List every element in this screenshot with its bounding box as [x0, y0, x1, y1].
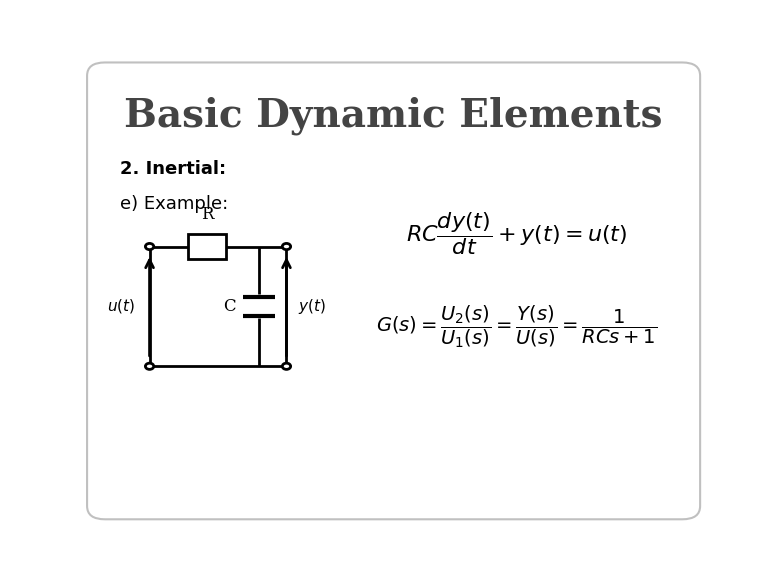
Text: e) Example:: e) Example:: [120, 195, 228, 213]
Text: Basic Dynamic Elements: Basic Dynamic Elements: [124, 96, 663, 135]
Bar: [188, 234, 227, 259]
Circle shape: [283, 244, 290, 249]
Circle shape: [283, 363, 290, 369]
Text: $u(t)$: $u(t)$: [107, 297, 134, 316]
Text: 2. Inertial:: 2. Inertial:: [120, 160, 226, 178]
Text: $RC\dfrac{dy(t)}{dt} + y(t) = u(t)$: $RC\dfrac{dy(t)}{dt} + y(t) = u(t)$: [406, 210, 627, 257]
FancyBboxPatch shape: [87, 62, 700, 520]
Text: $G(s)=\dfrac{U_2(s)}{U_1(s)}=\dfrac{Y(s)}{U(s)}=\dfrac{1}{RCs+1}$: $G(s)=\dfrac{U_2(s)}{U_1(s)}=\dfrac{Y(s)…: [376, 303, 657, 350]
Text: $y(t)$: $y(t)$: [299, 297, 326, 316]
Text: R: R: [200, 206, 214, 223]
Text: C: C: [223, 298, 236, 315]
Circle shape: [145, 244, 154, 249]
Circle shape: [145, 363, 154, 369]
